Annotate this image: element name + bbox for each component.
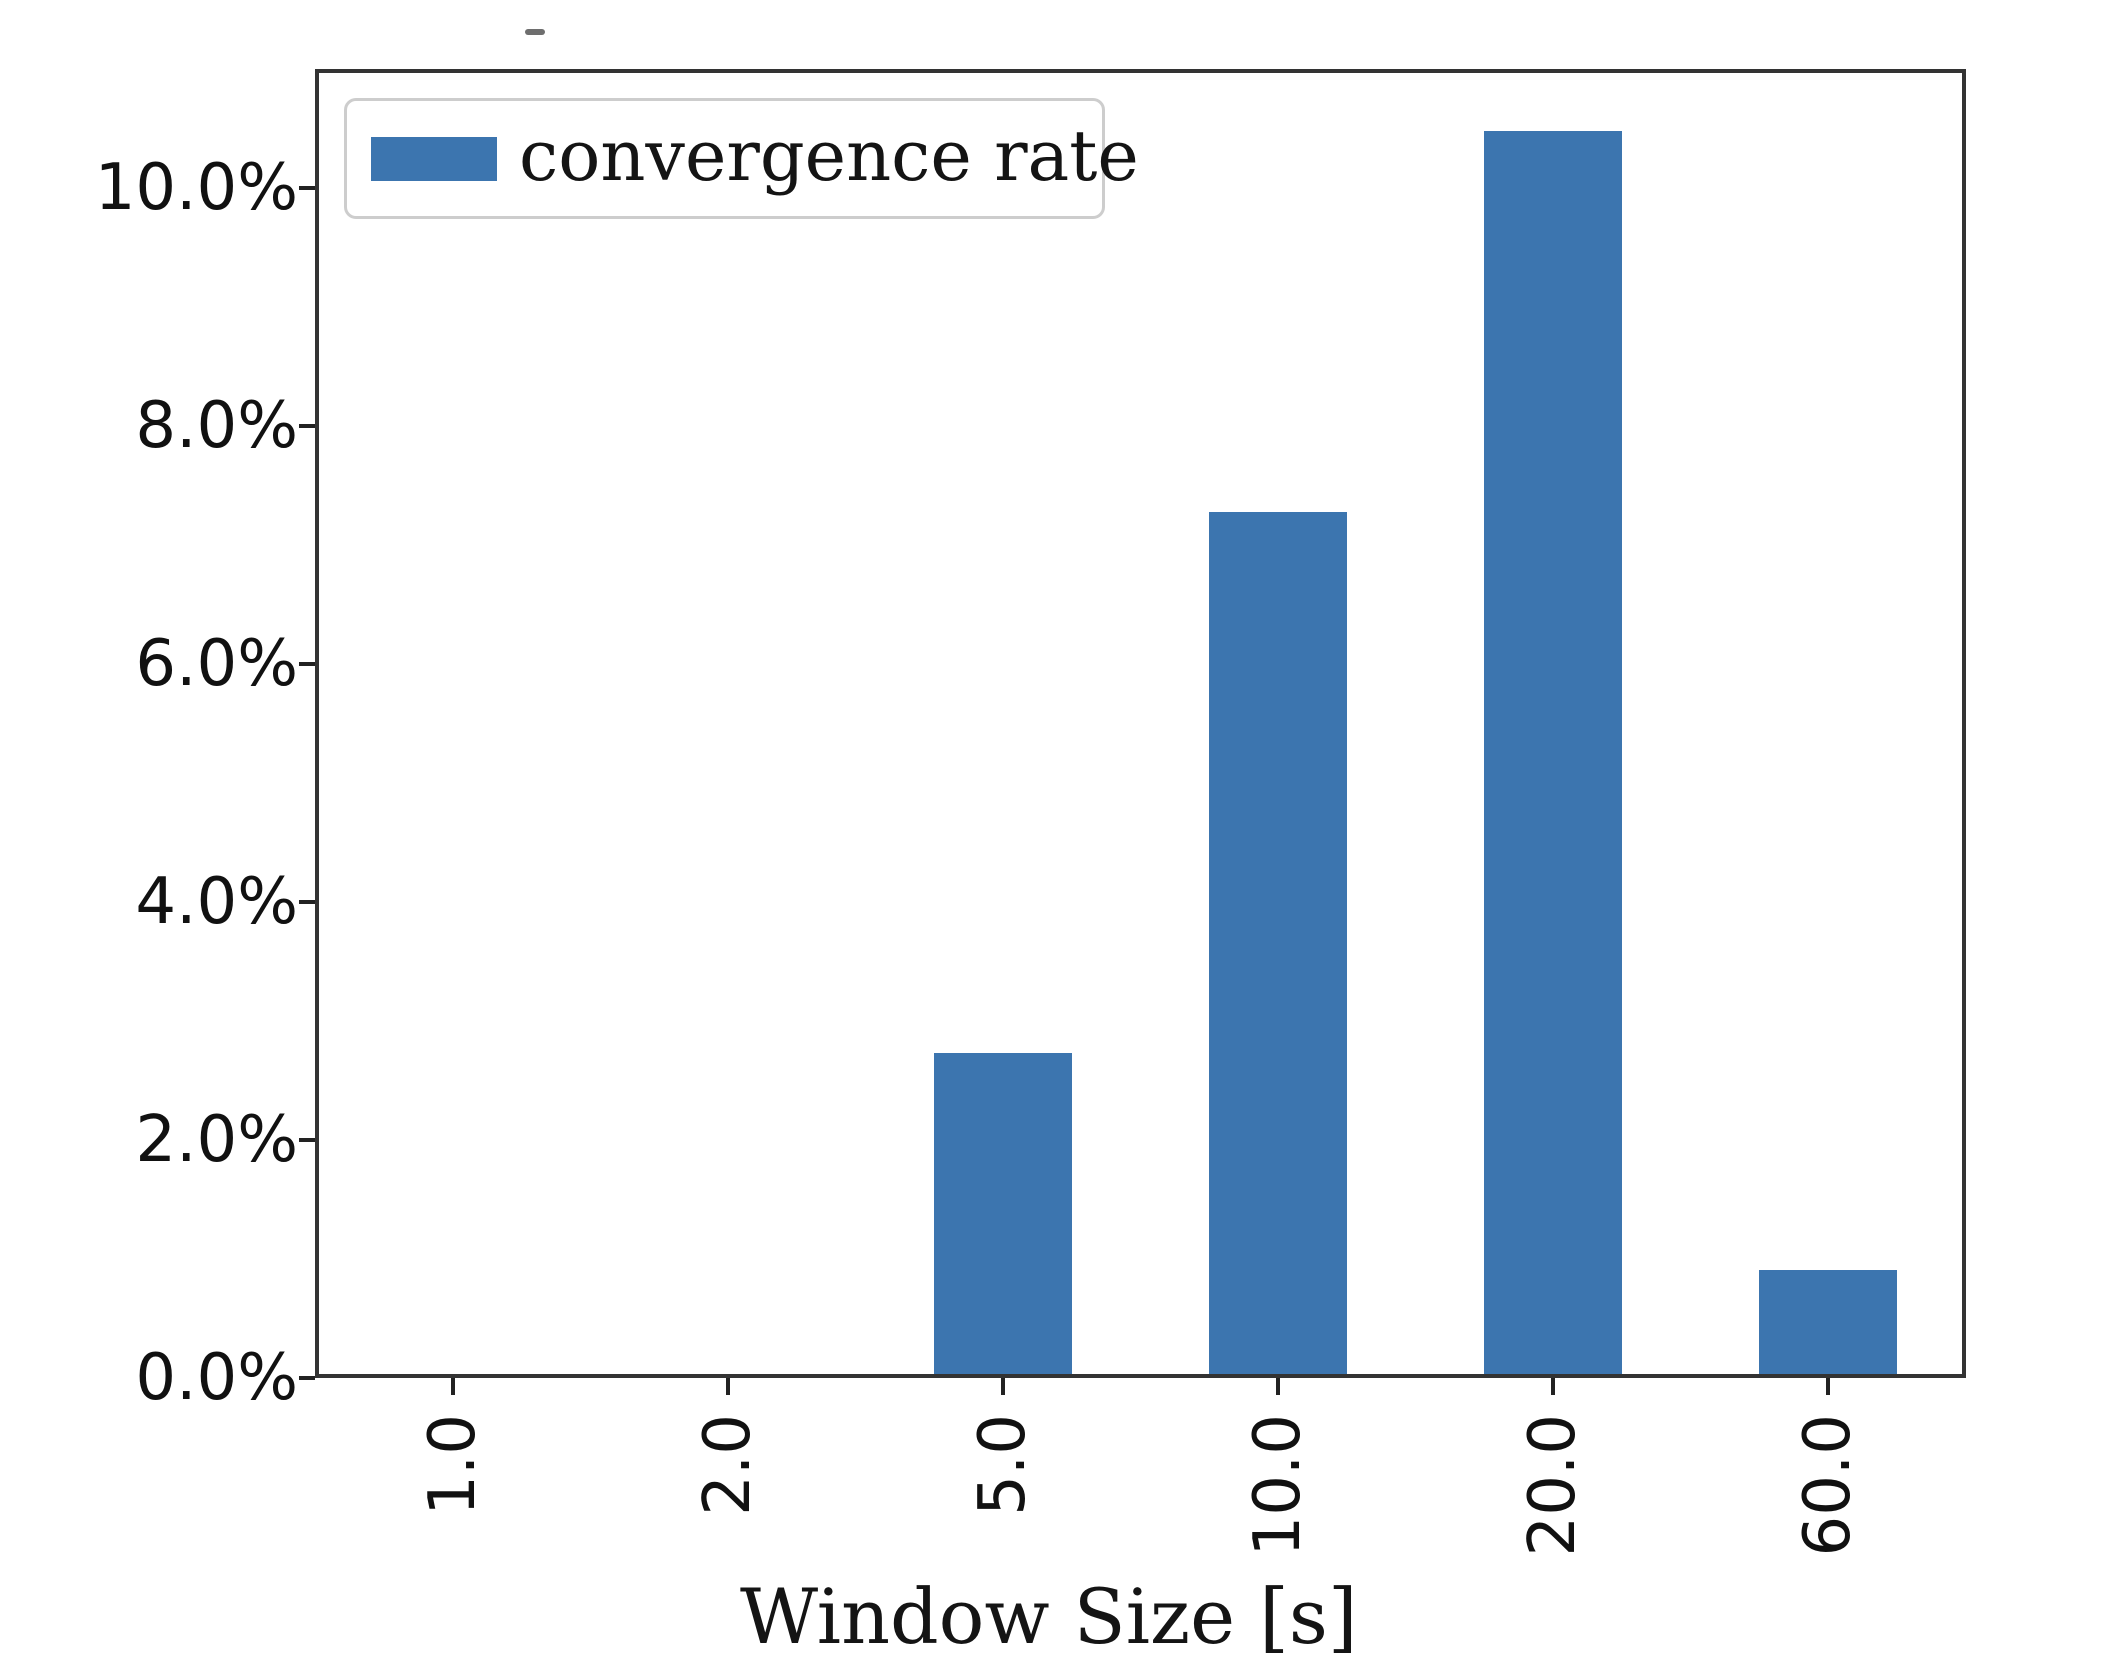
x-tick-label-60.0: 60.0: [1791, 1414, 1865, 1557]
y-tick-label-6.0%: 6.0%: [135, 627, 298, 701]
y-tick-mark: [299, 424, 315, 428]
y-tick-label-4.0%: 4.0%: [135, 865, 298, 939]
legend: convergence rate: [344, 98, 1139, 219]
x-tick-label-20.0: 20.0: [1516, 1414, 1590, 1557]
x-tick-label-1.0: 1.0: [416, 1414, 490, 1516]
bar-5.0: [934, 1053, 1072, 1378]
x-tick-label-2.0: 2.0: [691, 1414, 765, 1516]
x-tick-label-10.0: 10.0: [1241, 1414, 1315, 1557]
x-tick-mark: [451, 1378, 455, 1395]
x-tick-mark: [726, 1378, 730, 1395]
plot-frame: [315, 69, 1966, 1378]
legend-label: convergence rate: [519, 114, 1139, 197]
x-tick-mark: [1551, 1378, 1555, 1395]
bar-60.0: [1759, 1270, 1897, 1378]
bar-10.0: [1209, 512, 1347, 1378]
x-tick-mark: [1826, 1378, 1830, 1395]
stray-dash-artifact: [525, 29, 545, 35]
y-tick-mark: [299, 1376, 315, 1380]
x-tick-mark: [1001, 1378, 1005, 1395]
y-tick-label-10.0%: 10.0%: [94, 151, 298, 225]
y-tick-mark: [299, 1138, 315, 1142]
y-tick-label-8.0%: 8.0%: [135, 389, 298, 463]
y-tick-label-2.0%: 2.0%: [135, 1103, 298, 1177]
x-tick-label-5.0: 5.0: [966, 1414, 1040, 1516]
y-tick-mark: [299, 662, 315, 666]
legend-color-swatch: [371, 136, 497, 181]
x-axis-title: Window Size [s]: [740, 1572, 1358, 1659]
bar-20.0: [1484, 131, 1622, 1378]
y-tick-mark: [299, 186, 315, 190]
x-tick-mark: [1276, 1378, 1280, 1395]
y-tick-label-0.0%: 0.0%: [135, 1341, 298, 1415]
y-tick-mark: [299, 900, 315, 904]
